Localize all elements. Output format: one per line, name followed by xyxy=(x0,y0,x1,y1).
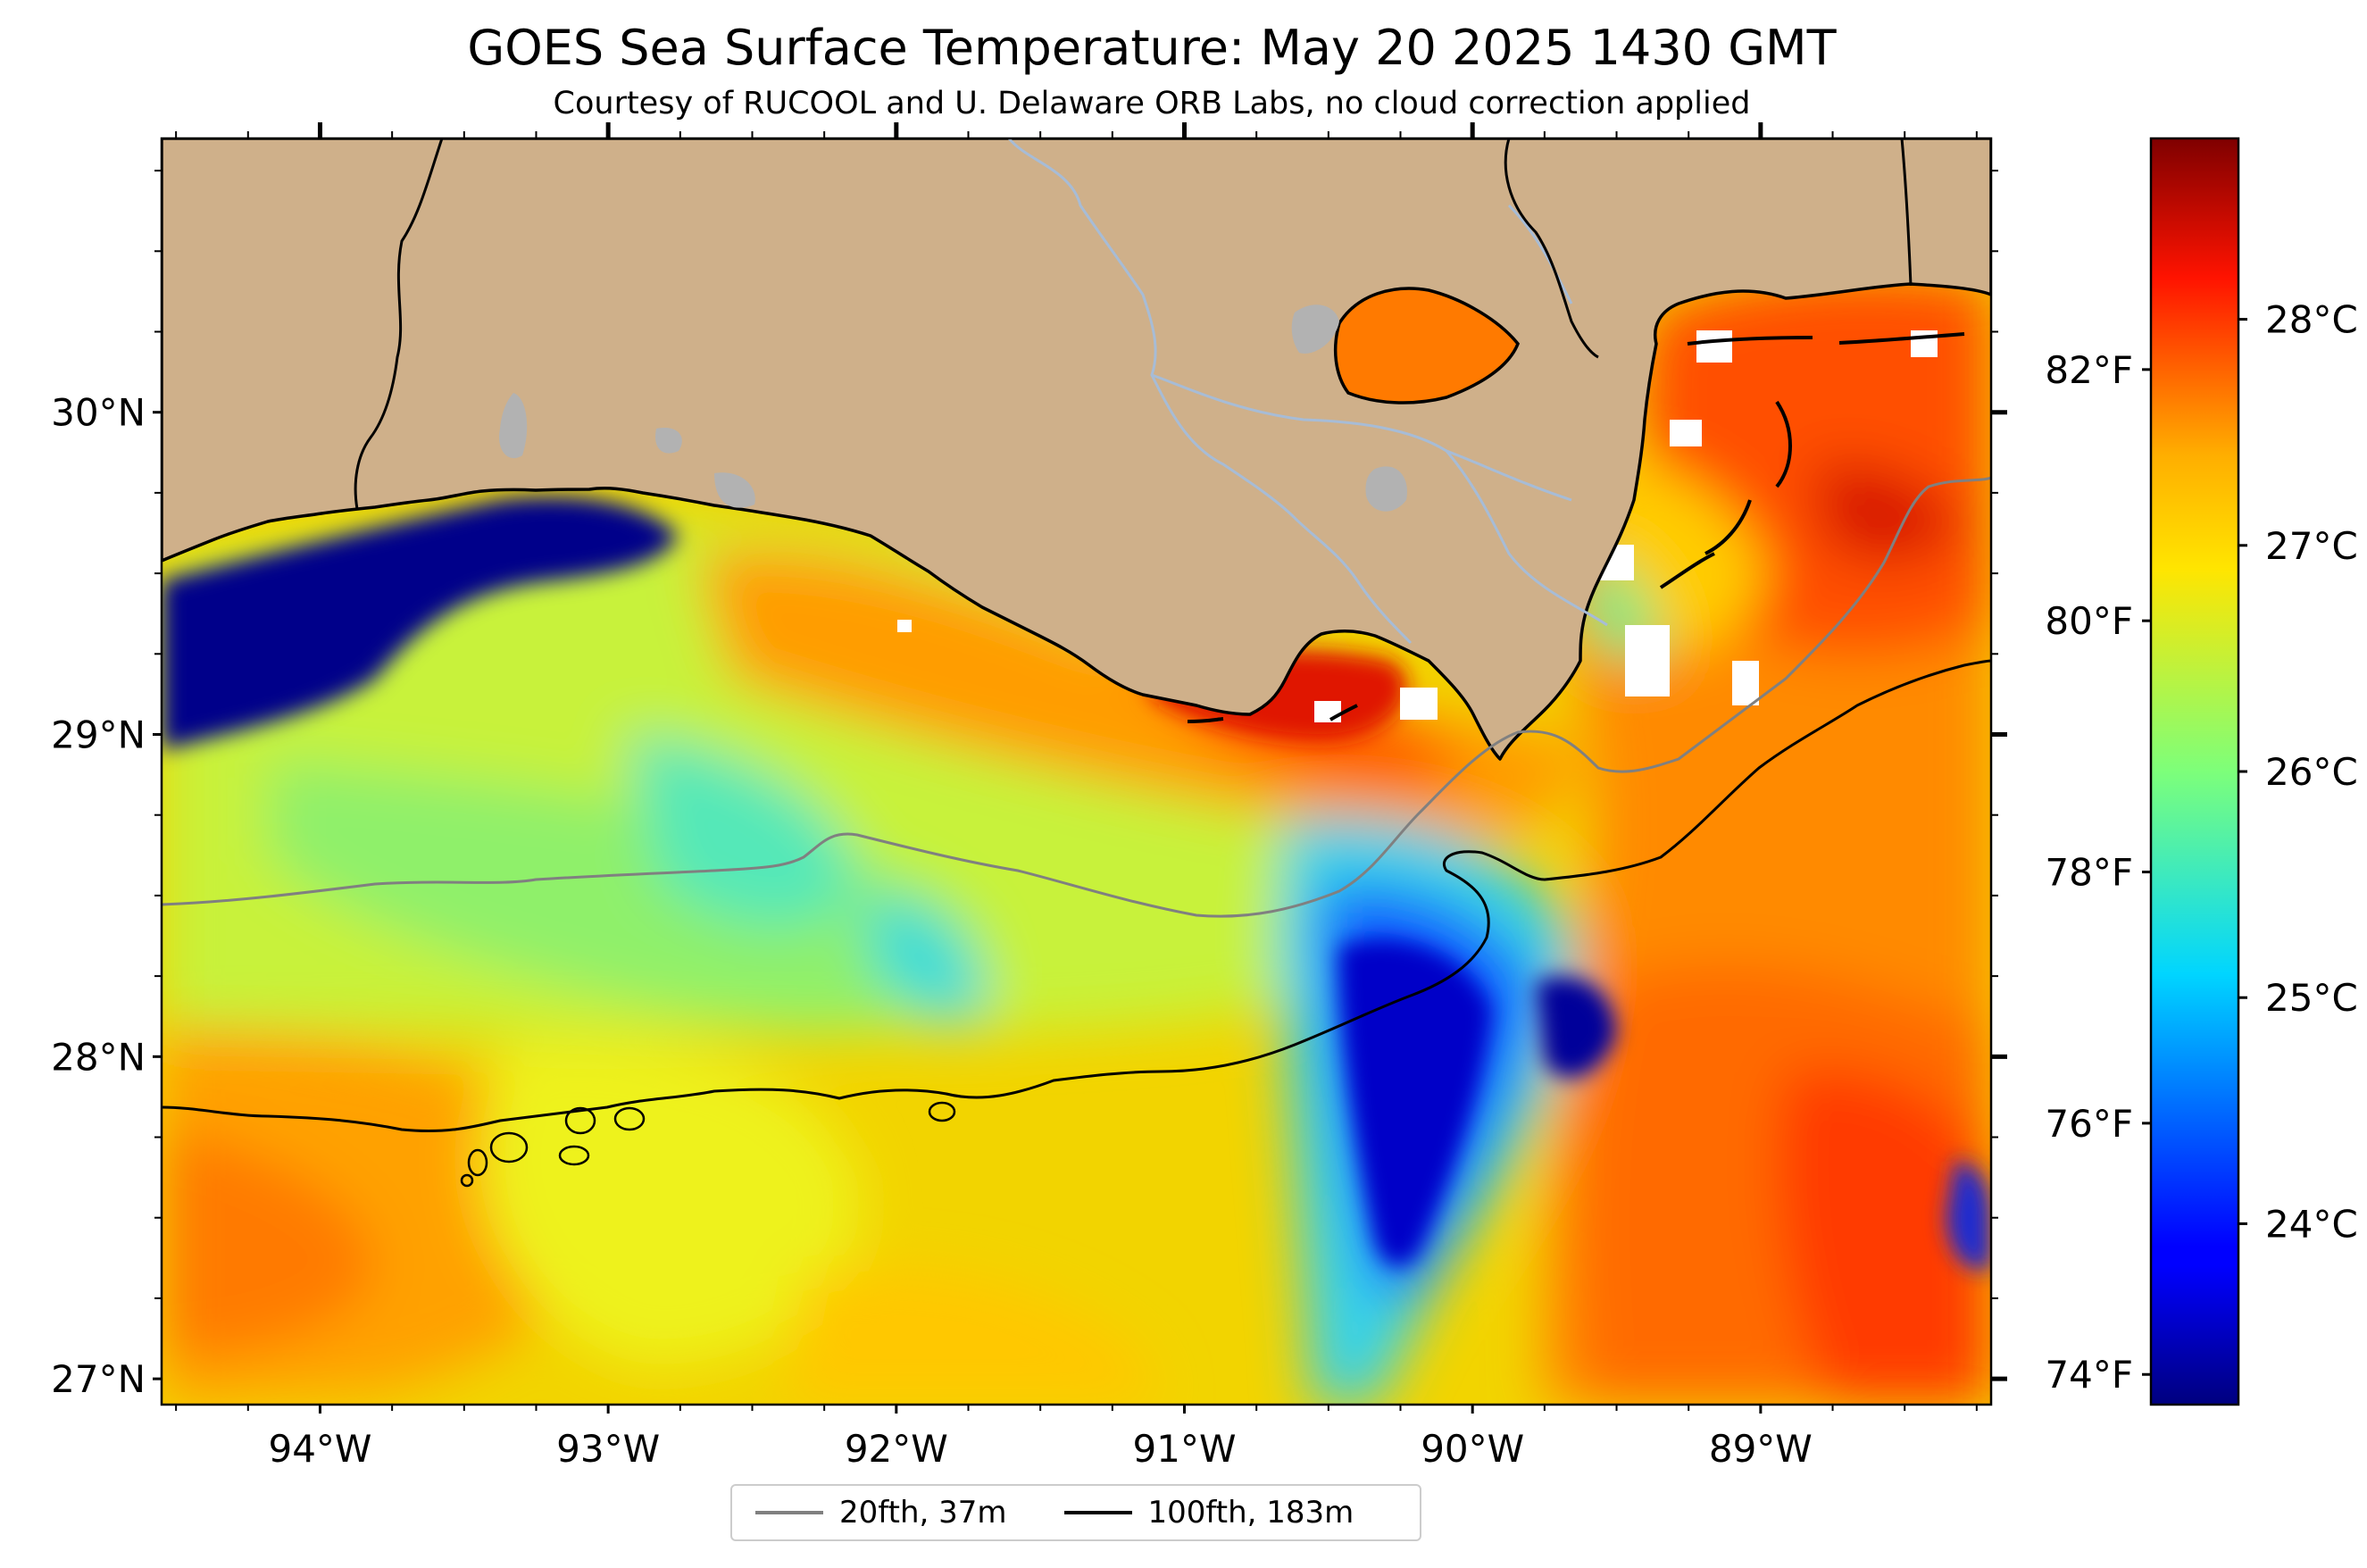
map-panel xyxy=(162,138,1991,1405)
isobath-100fth-islands xyxy=(460,1101,956,1188)
legend-swatch-20fth xyxy=(755,1511,823,1514)
fahrenheit-label: 82°F xyxy=(2045,348,2133,392)
fahrenheit-label: 78°F xyxy=(2045,851,2133,895)
celsius-label: 26°C xyxy=(2265,750,2358,794)
lon-label: 91°W xyxy=(1133,1427,1237,1471)
legend-label-20fth: 20fth, 37m xyxy=(839,1495,1007,1530)
fahrenheit-label: 80°F xyxy=(2045,599,2133,643)
map-frame xyxy=(160,137,1993,1406)
lat-label: 28°N xyxy=(51,1035,146,1079)
isobath-100fth xyxy=(162,659,1991,1133)
fahrenheit-label: 74°F xyxy=(2045,1353,2133,1397)
lat-label: 27°N xyxy=(51,1357,146,1401)
celsius-label: 28°C xyxy=(2265,298,2358,342)
celsius-label: 24°C xyxy=(2265,1202,2358,1246)
lat-label: 29°N xyxy=(51,713,146,757)
lat-label: 30°N xyxy=(51,391,146,435)
lat-labels: 30°N 29°N 28°N 27°N xyxy=(51,391,146,1401)
lon-label: 89°W xyxy=(1709,1427,1813,1471)
colorbar-fahrenheit-ticks: 82°F 80°F 78°F 76°F 74°F xyxy=(2045,348,2151,1397)
barrier-islands xyxy=(1187,332,1965,723)
celsius-label: 25°C xyxy=(2265,976,2358,1020)
celsius-label: 27°C xyxy=(2265,524,2358,568)
lon-label: 94°W xyxy=(268,1427,371,1471)
lon-label: 90°W xyxy=(1421,1427,1524,1471)
lon-label: 93°W xyxy=(556,1427,660,1471)
state-boundaries xyxy=(354,138,1913,510)
lake-pontchartrain xyxy=(1333,287,1521,405)
map-subtitle: Courtesy of RUCOOL and U. Delaware ORB L… xyxy=(553,86,1751,121)
colorbar-celsius-ticks: 28°C 27°C 26°C 25°C 24°C xyxy=(2238,298,2358,1246)
legend-swatch-100fth xyxy=(1063,1511,1132,1514)
rivers xyxy=(1007,138,1608,645)
legend-item-100fth: 100fth, 183m xyxy=(1063,1495,1354,1530)
isobath-20fth xyxy=(162,476,1991,918)
colorbar: 28°C 27°C 26°C 25°C 24°C 82°F 80°F 78°F 76°F 74°… xyxy=(2045,137,2358,1406)
land-mass xyxy=(162,138,1991,761)
legend-label-100fth: 100fth, 183m xyxy=(1147,1495,1354,1530)
isobath-legend: 20fth, 37m 100fth, 183m xyxy=(730,1484,1421,1541)
lon-labels: 94°W 93°W 92°W 91°W 90°W 89°W xyxy=(268,1427,1812,1471)
lon-label: 92°W xyxy=(845,1427,948,1471)
map-title: GOES Sea Surface Temperature: May 20 202… xyxy=(467,20,1837,76)
legend-item-20fth: 20fth, 37m xyxy=(755,1495,1007,1530)
map-ticks xyxy=(153,122,2007,1414)
colorbar-gradient xyxy=(2149,137,2240,1406)
inland-lakes xyxy=(499,304,1407,512)
fahrenheit-label: 76°F xyxy=(2045,1102,2133,1146)
map-minor-ticks xyxy=(154,131,1998,1411)
